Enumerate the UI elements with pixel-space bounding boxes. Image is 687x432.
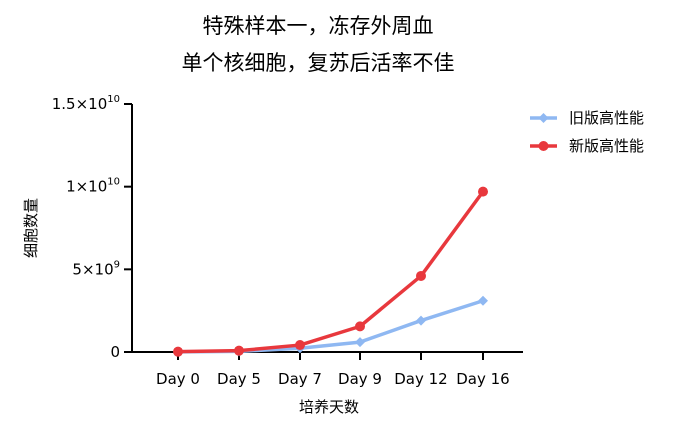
y-axis-ticks: 0 5×109 1×1010 1.5×1010 xyxy=(52,94,132,361)
y-tick-label: 1×1010 xyxy=(66,177,120,196)
chart-title-line-1: 特殊样本一，冻存外周血 xyxy=(203,14,434,38)
data-point xyxy=(478,295,488,306)
data-point xyxy=(478,186,488,197)
x-axis-title: 培养天数 xyxy=(299,398,359,416)
legend-swatch-marker xyxy=(538,141,549,151)
legend-swatch-marker xyxy=(538,113,549,123)
legend-label: 新版高性能 xyxy=(569,137,644,155)
data-point xyxy=(416,315,426,326)
x-tick-label: Day 5 xyxy=(217,370,261,388)
chart-title-line-2: 单个核细胞，复苏后活率不佳 xyxy=(182,51,455,75)
y-tick-label: 5×109 xyxy=(72,259,120,278)
data-point xyxy=(234,345,244,356)
x-tick-label: Day 16 xyxy=(456,370,509,388)
data-point xyxy=(355,321,365,332)
legend-item: 新版高性能 xyxy=(530,137,644,155)
series-layer xyxy=(173,186,488,357)
legend-item: 旧版高性能 xyxy=(530,109,644,127)
series-line xyxy=(177,299,484,354)
series-2 xyxy=(173,186,488,357)
data-point xyxy=(416,270,426,281)
legend-label: 旧版高性能 xyxy=(569,109,644,127)
x-tick-label: Day 7 xyxy=(278,370,322,388)
x-tick-label: Day 0 xyxy=(156,370,200,388)
x-tick-label: Day 12 xyxy=(394,370,447,388)
series-line xyxy=(177,190,485,354)
x-axis-ticks: Day 0 Day 5 Day 7 Day 9 Day 12 Day 16 xyxy=(156,352,510,388)
axes xyxy=(131,104,523,353)
y-axis-title: 细胞数量 xyxy=(22,198,40,258)
data-point xyxy=(173,346,183,357)
series-1 xyxy=(173,295,488,357)
y-tick-label: 0 xyxy=(110,343,120,361)
y-tick-label: 1.5×1010 xyxy=(52,94,120,113)
x-tick-label: Day 9 xyxy=(338,370,382,388)
data-point xyxy=(295,340,305,351)
data-point xyxy=(355,337,365,348)
